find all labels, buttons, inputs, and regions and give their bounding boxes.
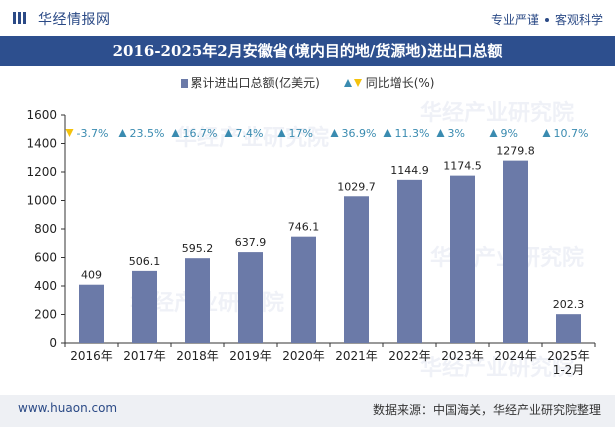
bar <box>79 284 104 343</box>
y-tick-label: 1600 <box>26 108 57 122</box>
y-tick-label: 1200 <box>26 165 57 179</box>
footer-site[interactable]: www.huaon.com <box>18 401 118 415</box>
slogan-left: 专业严谨 <box>490 13 539 27</box>
footer-source: 数据来源：中国海关，华经产业研究院整理 <box>372 403 601 417</box>
growth-label: 7.4% <box>236 127 264 140</box>
bar <box>132 270 157 343</box>
chart-title: 2016-2025年2月安徽省(境内目的地/货源地)进出口总额 <box>112 42 503 60</box>
x-tick-label: 2019年 <box>229 349 272 363</box>
bar <box>344 196 369 343</box>
bar-value-label: 637.9 <box>235 236 267 249</box>
bar <box>291 236 316 343</box>
growth-label: 23.5% <box>130 127 165 140</box>
legend-item-growth: 同比增长(%) <box>343 74 435 91</box>
bar <box>503 160 528 343</box>
legend-item-total: 累计进出口总额(亿美元) <box>180 74 320 91</box>
growth-label: 16.7% <box>183 127 218 140</box>
growth-up-icon <box>436 129 445 137</box>
growth-label: -3.7% <box>77 127 109 140</box>
growth-label: 10.7% <box>554 127 589 140</box>
x-tick-label: 2024年 <box>494 349 537 363</box>
bar <box>556 314 581 343</box>
bar <box>238 252 263 343</box>
bar-value-label: 746.1 <box>288 221 320 234</box>
bar-value-label: 1279.8 <box>496 145 535 158</box>
bar-value-label: 202.3 <box>553 298 585 311</box>
bar <box>185 258 210 343</box>
bar <box>450 175 475 343</box>
chart-legend: 累计进出口总额(亿美元) 同比增长(%) <box>0 74 615 91</box>
triangle-down-icon <box>353 79 362 87</box>
legend-swatch-bar <box>180 79 188 88</box>
x-tick-label: 2018年 <box>176 349 219 363</box>
growth-label: 9% <box>501 127 518 140</box>
growth-up-icon <box>489 129 498 137</box>
legend-label-total: 累计进出口总额(亿美元) <box>190 76 320 90</box>
bar-value-label: 1029.7 <box>337 180 376 193</box>
y-tick-label: 400 <box>34 279 57 293</box>
bar-value-label: 1174.5 <box>443 160 482 173</box>
bar-value-label: 1144.9 <box>390 164 429 177</box>
logo-icon <box>13 12 26 24</box>
dot-separator <box>544 17 549 22</box>
x-tick-label: 2016年 <box>70 349 113 363</box>
x-tick-label: 2022年 <box>388 349 431 363</box>
x-tick-label: 1-2月 <box>553 363 585 377</box>
y-tick-label: 600 <box>34 251 57 265</box>
bar <box>397 179 422 343</box>
triangle-up-icon <box>343 79 352 87</box>
x-tick-label: 2020年 <box>282 349 325 363</box>
slogan: 专业严谨 客观科学 <box>491 11 603 28</box>
growth-up-icon <box>118 129 127 137</box>
growth-up-icon <box>383 129 392 137</box>
x-tick-label: 2025年 <box>547 349 590 363</box>
y-tick-label: 1000 <box>26 194 57 208</box>
growth-up-icon <box>330 129 339 137</box>
y-tick-label: 0 <box>49 336 57 350</box>
title-bar <box>0 36 615 66</box>
y-tick-label: 800 <box>34 222 57 236</box>
bar-value-label: 595.2 <box>182 242 214 255</box>
x-tick-label: 2023年 <box>441 349 484 363</box>
bar-value-label: 506.1 <box>129 255 161 268</box>
y-tick-label: 1400 <box>26 137 57 151</box>
growth-label: 17% <box>289 127 313 140</box>
growth-up-icon <box>277 129 286 137</box>
growth-label: 3% <box>448 127 465 140</box>
slogan-right: 客观科学 <box>554 13 603 27</box>
top-bar: 华经情报网 专业严谨 客观科学 <box>0 0 615 36</box>
x-tick-label: 2021年 <box>335 349 378 363</box>
legend-label-growth: 同比增长(%) <box>365 76 435 90</box>
brand-name: 华经情报网 <box>38 12 111 28</box>
y-tick-label: 200 <box>34 308 57 322</box>
growth-down-icon <box>65 129 74 137</box>
growth-up-icon <box>224 129 233 137</box>
growth-up-icon <box>171 129 180 137</box>
growth-label: 11.3% <box>395 127 430 140</box>
footer-bar <box>0 395 615 427</box>
growth-label: 36.9% <box>342 127 377 140</box>
bar-value-label: 409 <box>81 269 102 282</box>
growth-up-icon <box>542 129 551 137</box>
x-tick-label: 2017年 <box>123 349 166 363</box>
